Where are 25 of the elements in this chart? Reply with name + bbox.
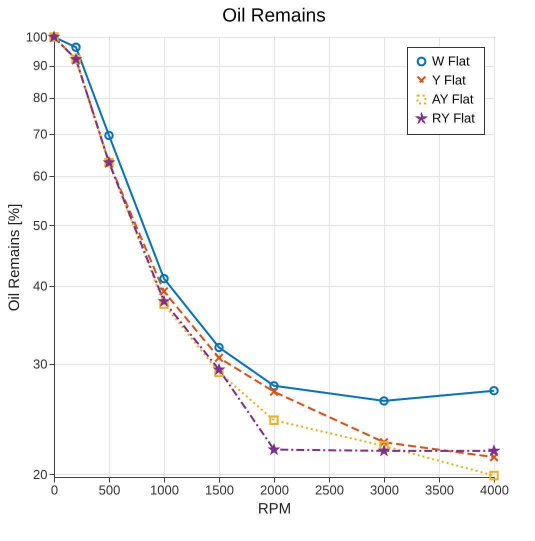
x-tick-label: 1500 xyxy=(205,482,234,498)
x-tick-label: 500 xyxy=(98,482,120,498)
legend-label: Y Flat xyxy=(432,72,466,88)
legend-label: W Flat xyxy=(432,54,470,68)
y-axis-title: Oil Remains [%] xyxy=(6,204,23,312)
y-tick-label: 20 xyxy=(33,466,48,482)
x-tick-label: 2000 xyxy=(260,482,289,498)
x-tick-label: 4000 xyxy=(480,482,509,498)
y-tick-label: 100 xyxy=(26,30,48,44)
x-tick-label: 3000 xyxy=(370,482,399,498)
y-tick-label: 80 xyxy=(33,90,48,106)
y-tick-label: 70 xyxy=(33,126,48,142)
legend-label: RY Flat xyxy=(432,110,476,126)
y-tick-label: 30 xyxy=(33,356,48,372)
x-tick-label: 1000 xyxy=(150,482,179,498)
y-tick-label: 50 xyxy=(33,218,48,233)
y-tick-label: 90 xyxy=(33,58,48,74)
x-tick-label: 0 xyxy=(50,482,58,498)
x-tick-label: 3500 xyxy=(425,482,454,498)
legend-label: AY Flat xyxy=(432,92,474,106)
x-tick-label: 2500 xyxy=(315,482,344,498)
chart-title: Oil Remains xyxy=(222,5,326,26)
x-axis-title: RPM xyxy=(258,500,292,518)
y-tick-label: 60 xyxy=(33,168,48,184)
y-tick-label: 40 xyxy=(33,278,48,294)
